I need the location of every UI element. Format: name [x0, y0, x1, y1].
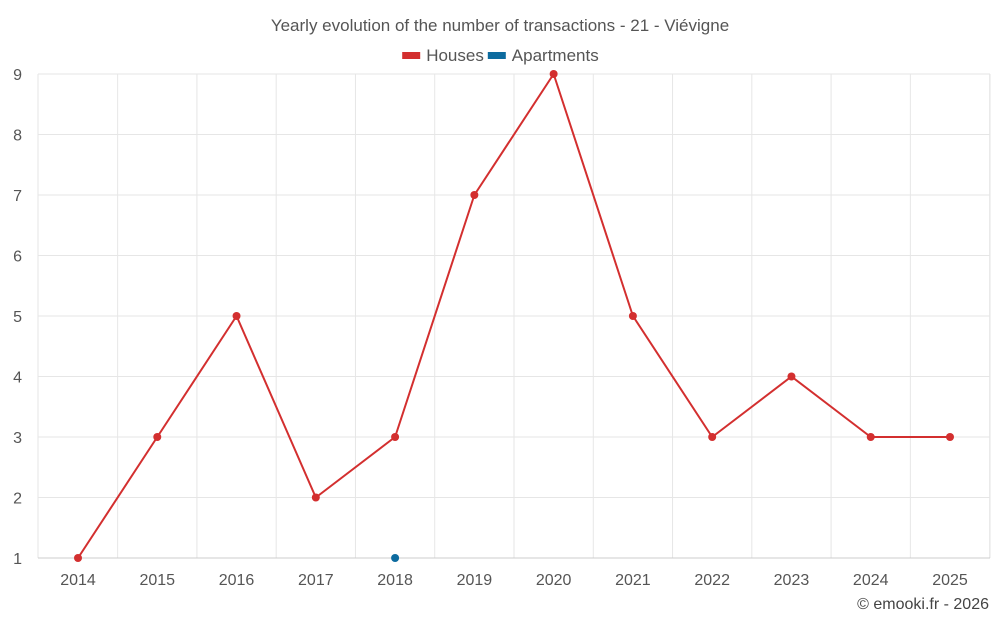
y-tick-label: 8 — [13, 128, 22, 145]
legend: Houses Apartments — [402, 46, 599, 65]
y-tick-label: 1 — [13, 551, 22, 568]
apartments-point — [391, 554, 400, 562]
y-axis: 1 2 3 4 5 6 7 8 9 — [13, 67, 22, 568]
y-tick-label: 2 — [13, 491, 22, 508]
houses-point — [74, 554, 82, 562]
y-tick-label: 3 — [13, 430, 22, 447]
x-tick-label: 2020 — [536, 572, 572, 589]
houses-point — [232, 312, 241, 320]
x-tick-label: 2016 — [219, 572, 255, 589]
legend-item-apartments: Apartments — [487, 46, 599, 65]
houses-point — [628, 312, 637, 320]
x-tick-label: 2022 — [694, 572, 730, 589]
houses-point — [708, 433, 717, 441]
y-tick-label: 7 — [13, 188, 22, 205]
x-tick-label: 2021 — [615, 572, 651, 589]
x-tick-label: 2015 — [139, 572, 175, 589]
credit-text: © emooki.fr - 2026 — [857, 596, 989, 613]
plot-area — [74, 70, 954, 562]
legend-item-houses: Houses — [402, 46, 484, 65]
houses-point — [946, 433, 954, 441]
chart-title: Yearly evolution of the number of transa… — [271, 16, 729, 35]
houses-point — [787, 372, 796, 381]
series-houses — [74, 70, 954, 562]
x-tick-label: 2017 — [298, 572, 334, 589]
x-axis: 2014 2015 2016 2017 2018 2019 2020 2021 2022 2023… — [38, 557, 990, 589]
y-tick-label: 5 — [13, 309, 22, 326]
houses-point — [470, 191, 479, 199]
houses-point — [866, 433, 875, 441]
houses-point — [311, 493, 320, 502]
x-tick-label: 2025 — [932, 572, 968, 589]
y-tick-label: 4 — [13, 370, 22, 387]
x-tick-label: 2019 — [457, 572, 493, 589]
legend-swatch-houses — [402, 52, 421, 59]
series-apartments — [391, 554, 400, 562]
y-tick-label: 6 — [13, 249, 22, 266]
houses-point — [153, 433, 162, 441]
x-tick-label: 2018 — [377, 572, 413, 589]
legend-label-houses: Houses — [426, 46, 484, 65]
x-tick-label: 2023 — [774, 572, 810, 589]
legend-swatch-apartments — [487, 52, 506, 59]
legend-label-apartments: Apartments — [512, 46, 599, 65]
grid — [37, 73, 991, 559]
y-tick-label: 9 — [13, 67, 22, 84]
houses-point — [549, 70, 558, 78]
x-tick-label: 2014 — [60, 572, 96, 589]
x-tick-label: 2024 — [853, 572, 889, 589]
houses-line — [77, 73, 950, 559]
houses-point — [391, 433, 400, 441]
